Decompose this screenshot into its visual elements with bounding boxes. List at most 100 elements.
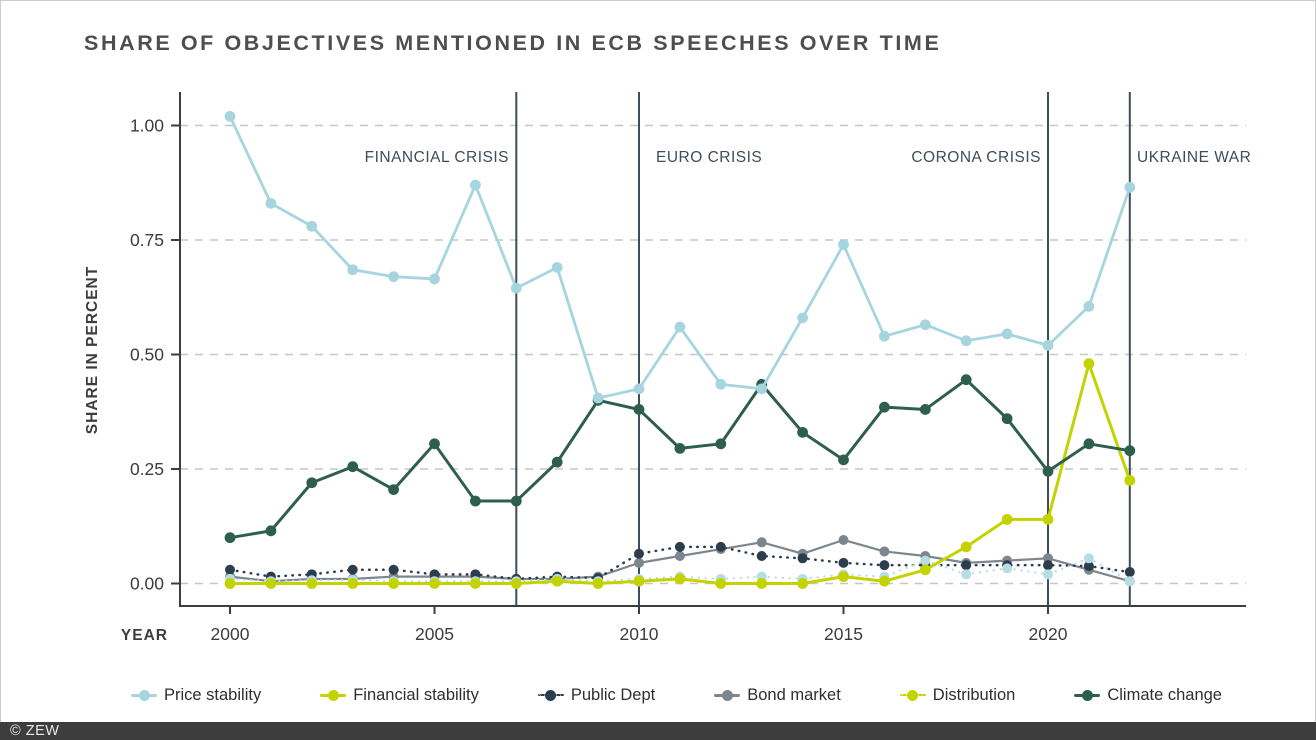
data-point-climate-change (510, 495, 522, 507)
data-point-price-stability (674, 321, 686, 333)
data-point-bond-market (1043, 553, 1053, 564)
y-axis-title: SHARE IN PERCENT (84, 266, 101, 434)
data-point-price-stability (224, 110, 236, 122)
data-point-price-stability (429, 273, 440, 285)
data-point-financial-stability (224, 578, 236, 589)
data-point-climate-change (715, 438, 727, 450)
y-tick-label: 0.00 (130, 574, 164, 594)
series-line-distribution (229, 557, 1131, 583)
data-point-bond-market (756, 537, 767, 548)
data-point-climate-change (919, 404, 931, 415)
data-point-price-stability (510, 282, 522, 294)
data-point-climate-change (633, 404, 645, 415)
series-line-climate-change (228, 378, 1132, 540)
data-point-price-stability (551, 262, 563, 273)
data-point-distribution (1124, 576, 1135, 587)
data-point-price-stability (960, 335, 972, 347)
data-point-price-stability (265, 197, 277, 209)
data-point-climate-change (1001, 413, 1013, 425)
y-tick-label: 0.50 (130, 345, 164, 365)
legend-label: Financial stability (353, 685, 479, 704)
data-point-price-stability (347, 264, 359, 276)
annotation-euro-crisis: EURO CRISIS (656, 149, 762, 166)
data-point-climate-change (347, 461, 359, 473)
data-point-public-dept (1043, 560, 1053, 571)
data-point-financial-stability (674, 573, 686, 585)
data-point-public-dept (470, 569, 481, 580)
data-point-price-stability (388, 271, 399, 283)
data-point-price-stability (838, 239, 849, 250)
data-point-financial-stability (470, 578, 481, 589)
data-point-distribution (961, 569, 972, 580)
data-point-financial-stability (265, 578, 277, 589)
data-point-financial-stability (1083, 358, 1095, 370)
data-point-public-dept (756, 551, 767, 562)
legend-label: Distribution (932, 685, 1016, 704)
data-point-financial-stability (1042, 513, 1054, 525)
data-point-price-stability (1124, 181, 1136, 193)
data-point-financial-stability (347, 578, 359, 589)
legend-item-bond-market: Bond market (714, 686, 841, 705)
data-point-public-dept (634, 548, 644, 559)
data-point-financial-stability (797, 578, 808, 589)
y-tick-label: 0.75 (130, 230, 164, 250)
copyright-text: © ZEW (10, 723, 60, 739)
data-point-financial-stability (633, 575, 645, 587)
annotation-corona-crisis: CORONA CRISIS (911, 149, 1041, 166)
data-point-bond-market (838, 534, 849, 545)
x-tick-label: 2020 (1029, 624, 1068, 644)
data-point-financial-stability (715, 578, 727, 589)
data-point-public-dept (225, 564, 235, 575)
data-point-distribution (1002, 563, 1013, 574)
legend-item-public-dept: Public Dept (537, 686, 655, 705)
data-point-public-dept (715, 541, 726, 552)
data-point-price-stability (797, 312, 808, 324)
data-point-bond-market (879, 546, 890, 557)
data-point-climate-change (1083, 438, 1095, 450)
data-point-public-dept (838, 557, 849, 568)
data-point-financial-stability (756, 578, 768, 589)
footer-bar: © ZEW (0, 722, 1316, 740)
data-point-price-stability (879, 330, 890, 342)
data-point-public-dept (961, 560, 972, 571)
data-point-climate-change (674, 442, 686, 454)
x-axis-title: YEAR (121, 627, 168, 644)
data-point-price-stability (1083, 301, 1095, 312)
data-point-price-stability (592, 392, 604, 404)
data-point-public-dept (1083, 561, 1094, 572)
data-point-financial-stability (960, 541, 972, 553)
data-point-financial-stability (1124, 475, 1136, 486)
data-point-public-dept (879, 560, 890, 571)
data-point-price-stability (633, 383, 645, 395)
data-point-price-stability (306, 220, 318, 232)
data-point-bond-market (634, 557, 644, 568)
data-point-distribution (1043, 569, 1053, 580)
legend-item-distribution: Distribution (899, 685, 1016, 705)
data-point-climate-change (224, 532, 236, 544)
data-point-distribution (1083, 553, 1094, 564)
annotation-ukraine-war: UKRAINE WAR (1137, 149, 1251, 166)
chart-legend: Price stability Financial stability Public… (0, 679, 1316, 711)
data-point-climate-change (551, 456, 563, 468)
data-point-climate-change (797, 426, 808, 438)
data-point-price-stability (919, 319, 931, 331)
data-point-price-stability (1001, 328, 1013, 340)
data-point-climate-change (879, 401, 890, 413)
data-point-financial-stability (1001, 513, 1013, 525)
data-point-climate-change (265, 525, 277, 537)
data-point-financial-stability (919, 564, 931, 576)
data-point-climate-change (429, 438, 440, 450)
y-tick-label: 0.25 (130, 459, 164, 479)
x-tick-label: 2000 (211, 624, 250, 644)
data-point-financial-stability (838, 571, 849, 583)
x-tick-label: 2005 (415, 624, 454, 644)
data-point-price-stability (715, 378, 727, 390)
legend-label: Price stability (164, 685, 262, 704)
data-point-price-stability (470, 179, 481, 191)
legend-swatch-icon (131, 689, 157, 701)
x-tick-label: 2010 (620, 624, 659, 644)
data-point-public-dept (347, 564, 358, 575)
data-point-public-dept (429, 569, 440, 580)
